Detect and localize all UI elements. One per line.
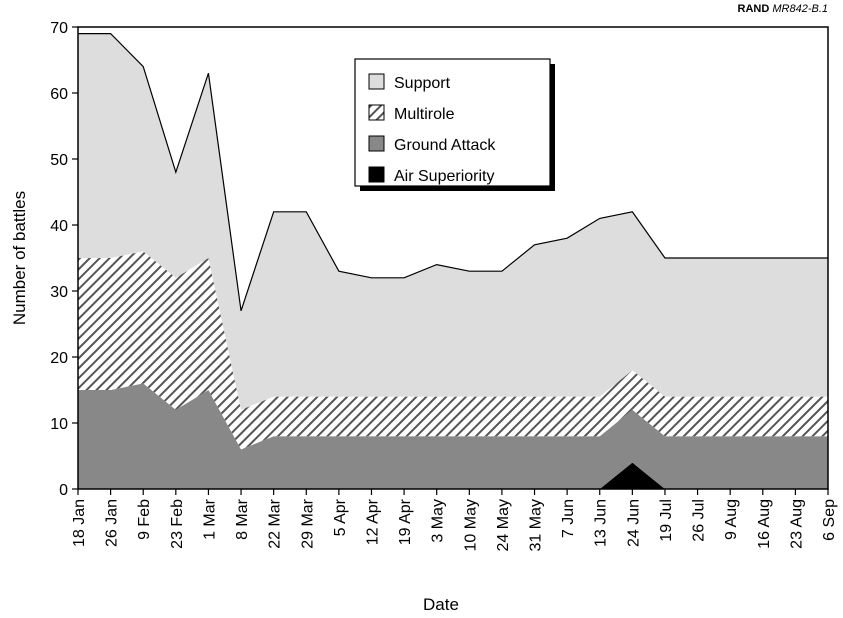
series-area-support [78, 33, 828, 410]
credit-code: MR842-B.1 [772, 3, 828, 15]
x-tick-label: 8 Mar [234, 498, 251, 540]
y-tick-label: 0 [59, 482, 68, 499]
y-axis: 0 10 20 30 40 50 60 70 [50, 20, 78, 499]
x-tick-label: 7 Jun [560, 499, 577, 538]
x-tick-label: 6 Sep [821, 499, 838, 541]
x-tick-label: 16 Aug [756, 499, 773, 549]
x-axis-title: Date [423, 595, 459, 614]
legend-label: Ground Attack [394, 137, 496, 154]
x-tick-label: 10 May [462, 499, 479, 551]
y-tick-label: 20 [50, 350, 68, 367]
x-tick-label: 26 Jul [691, 499, 708, 542]
x-tick-label: 24 May [495, 499, 512, 551]
credit-org: RAND [737, 3, 770, 15]
legend: Support Multirole Ground Attack Air Superio… [354, 58, 555, 191]
x-tick-label: 5 Apr [332, 498, 349, 536]
x-tick-label: 9 Aug [723, 499, 740, 540]
x-tick-label: 22 Mar [267, 498, 284, 548]
legend-label: Air Superiority [394, 168, 494, 185]
x-tick-label: 19 Jul [658, 499, 675, 542]
x-tick-label: 3 May [430, 499, 447, 543]
legend-swatch-support [368, 73, 385, 90]
legend-swatch-ground-attack [368, 135, 385, 152]
x-tick-label: 29 Mar [299, 498, 316, 548]
total-outline [78, 33, 828, 311]
legend-swatch-air-superiority [368, 166, 385, 183]
x-tick-label: 19 Apr [397, 498, 414, 545]
x-tick-label: 24 Jun [625, 499, 642, 547]
x-tick-label: 13 Jun [593, 499, 610, 547]
legend-label: Multirole [394, 106, 455, 123]
chart-credit: RAND MR842-B.1 [738, 3, 828, 15]
x-tick-label: 9 Feb [136, 499, 153, 540]
x-tick-label: 31 May [528, 499, 545, 551]
x-tick-label: 23 Aug [788, 499, 805, 549]
series-areas [78, 33, 828, 489]
x-tick-label: 18 Jan [71, 499, 88, 547]
x-tick-label: 26 Jan [104, 499, 121, 547]
plot-frame [77, 26, 829, 490]
x-tick-label: 23 Feb [169, 499, 186, 549]
series-area-multirole [78, 251, 828, 450]
y-tick-label: 10 [50, 416, 68, 433]
y-tick-label: 30 [50, 284, 68, 301]
series-area-air-superiority [78, 462, 828, 489]
y-tick-label: 60 [50, 86, 68, 103]
y-tick-label: 40 [50, 218, 68, 235]
y-tick-label: 70 [50, 20, 68, 37]
x-axis: 18 Jan 26 Jan 9 Feb 23 Feb 1 Mar 8 Mar 22 Mar 2… [71, 489, 838, 551]
legend-swatch-multirole [368, 104, 385, 121]
x-tick-label: 12 Apr [364, 498, 381, 545]
plot-border [77, 26, 829, 490]
legend-box [354, 58, 551, 187]
x-tick-label: 1 Mar [201, 498, 218, 540]
y-tick-label: 50 [50, 152, 68, 169]
y-axis-title: Number of battles [10, 191, 29, 325]
legend-label: Support [394, 75, 451, 92]
